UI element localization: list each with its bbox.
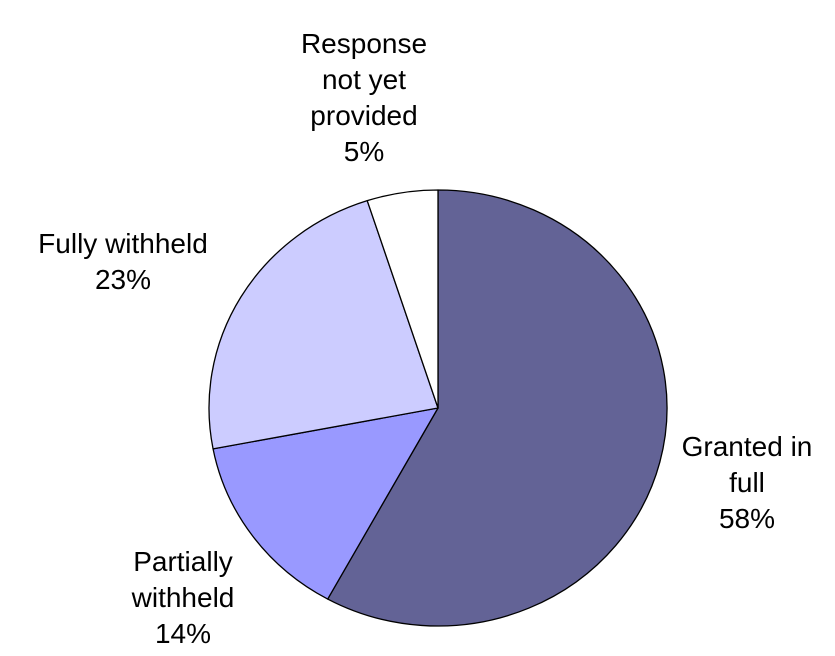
label-line: 23%: [95, 264, 151, 295]
label-line: provided: [310, 100, 417, 131]
slice-partially-withheld: [212, 407, 439, 600]
label-line: full: [729, 467, 765, 498]
pie-slices: [208, 189, 668, 627]
label-line: Fully withheld: [38, 228, 208, 259]
slice-response-not-yet-provided: [366, 189, 439, 409]
label-line: Granted in: [682, 431, 813, 462]
label-line: Partially: [133, 546, 233, 577]
label-granted-in-full: Granted in full 58%: [682, 431, 813, 534]
pie-labels: Granted in full 58% Partially withheld 14% Ful…: [38, 28, 812, 649]
slice-fully-withheld: [208, 200, 439, 450]
label-line: not yet: [322, 64, 406, 95]
label-partially-withheld: Partially withheld 14%: [131, 546, 235, 649]
label-fully-withheld: Fully withheld 23%: [38, 228, 208, 295]
label-line: 14%: [155, 618, 211, 649]
slice-granted-in-full: [327, 189, 668, 627]
label-response-not-yet-provided: Response not yet provided 5%: [301, 28, 427, 167]
label-line: Response: [301, 28, 427, 59]
label-line: 58%: [719, 503, 775, 534]
label-line: 5%: [344, 136, 384, 167]
label-line: withheld: [131, 582, 235, 613]
